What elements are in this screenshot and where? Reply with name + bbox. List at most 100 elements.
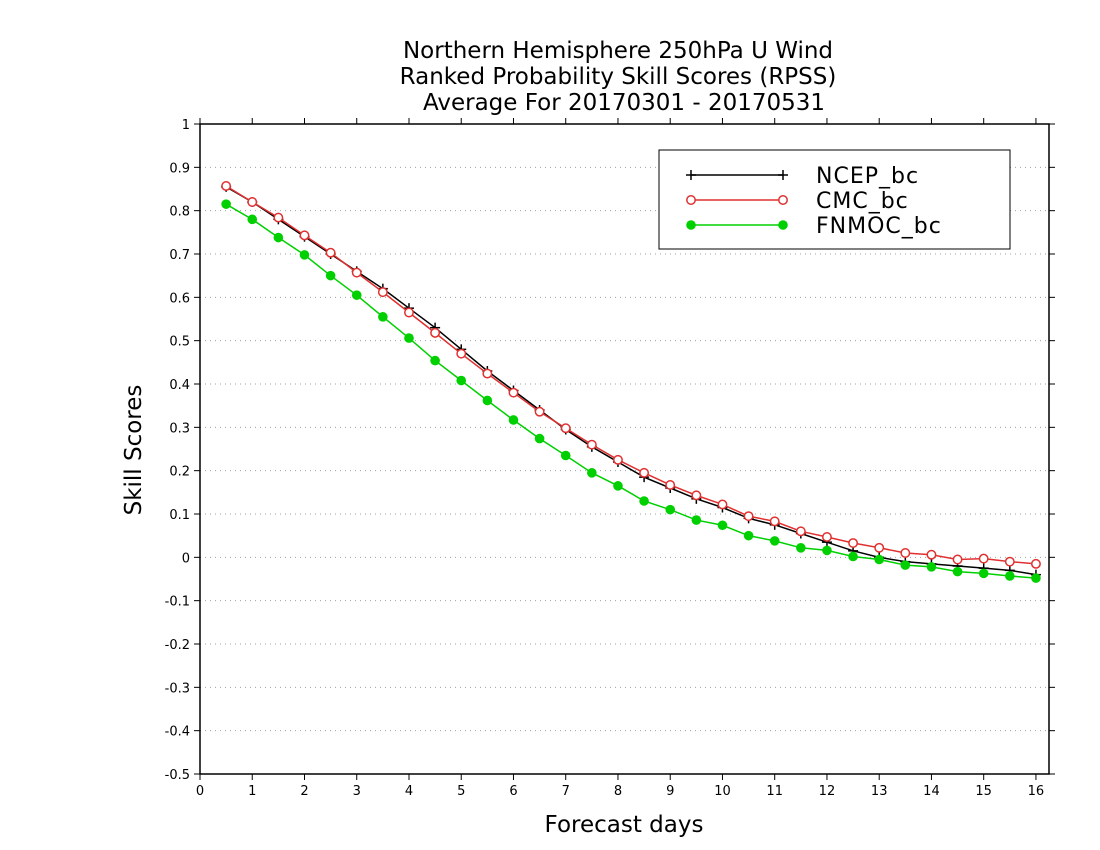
data-point-fnmoc-bc — [351, 290, 362, 300]
y-tick-label: 0.3 — [169, 421, 190, 436]
data-point-cmc-bc — [717, 499, 728, 510]
data-point-cmc-bc — [221, 181, 232, 191]
x-tick-label: 9 — [666, 784, 674, 799]
data-point-cmc-bc — [560, 423, 571, 434]
data-point-cmc-bc — [665, 480, 676, 490]
y-tick-label: 0 — [182, 551, 190, 566]
x-axis-ticks: 0 1 2 3 4 5 6 7 8 9 10 11 12 13 14 15 16 — [196, 118, 1044, 799]
legend-label: CMC_bc — [816, 189, 909, 214]
y-tick-label: 0.5 — [169, 335, 190, 350]
data-point-cmc-bc — [534, 406, 545, 417]
x-tick-label: 11 — [766, 784, 783, 799]
data-point-fnmoc-bc — [508, 415, 519, 425]
data-point-fnmoc-bc — [665, 504, 676, 515]
series-layer — [221, 181, 1041, 583]
data-point-cmc-bc — [769, 516, 780, 527]
x-tick-label: 0 — [196, 784, 204, 799]
data-point-cmc-bc — [743, 511, 754, 522]
data-point-fnmoc-bc — [587, 468, 597, 478]
data-point-fnmoc-bc — [404, 333, 414, 343]
data-point-cmc-bc — [822, 532, 832, 542]
data-point-fnmoc-bc — [796, 543, 806, 553]
data-point-cmc-bc — [508, 387, 519, 398]
data-point-fnmoc-bc — [221, 199, 231, 209]
legend-marker-end — [778, 195, 788, 205]
data-point-cmc-bc — [482, 368, 493, 379]
x-tick-label: 4 — [405, 784, 413, 799]
data-point-fnmoc-bc — [482, 395, 493, 406]
data-point-fnmoc-bc — [273, 232, 284, 243]
y-tick-label: 0.6 — [169, 291, 190, 306]
title-line-1: Northern Hemisphere 250hPa U Wind — [403, 38, 833, 64]
y-tick-label: 0.1 — [169, 508, 190, 523]
data-point-cmc-bc — [430, 327, 441, 338]
x-tick-label: 8 — [614, 784, 622, 799]
y-tick-label: 0.8 — [169, 205, 190, 220]
data-point-fnmoc-bc — [691, 515, 702, 525]
data-point-fnmoc-bc — [247, 214, 258, 225]
legend-marker-start — [686, 195, 696, 205]
series-line-fnmoc-bc — [225, 203, 1037, 579]
data-point-cmc-bc — [952, 554, 963, 565]
x-tick-label: 3 — [353, 784, 361, 799]
data-point-fnmoc-bc — [639, 496, 649, 506]
data-point-cmc-bc — [691, 490, 702, 501]
y-axis-ticks: -0.5 -0.4 -0.3 -0.2 -0.1 0 0.1 0.2 0.3 0.4 0.5 0.6 0… — [165, 118, 1055, 783]
data-point-fnmoc-bc — [874, 554, 884, 565]
data-point-cmc-bc — [273, 212, 284, 223]
data-point-fnmoc-bc — [534, 433, 545, 444]
legend-entry-cmc-bc: CMC_bc — [686, 189, 909, 214]
data-point-cmc-bc — [900, 548, 911, 558]
data-point-fnmoc-bc — [560, 450, 571, 461]
data-point-fnmoc-bc — [456, 375, 467, 386]
data-point-cmc-bc — [926, 549, 937, 560]
data-point-fnmoc-bc — [978, 568, 989, 579]
data-point-fnmoc-bc — [926, 562, 937, 572]
y-tick-label: 0.9 — [169, 161, 190, 176]
data-point-cmc-bc — [1004, 556, 1015, 567]
data-point-cmc-bc — [613, 454, 623, 465]
data-point-cmc-bc — [351, 267, 362, 278]
y-tick-label: 1 — [182, 118, 190, 133]
series-cmc-bc — [221, 181, 1041, 569]
y-tick-label: 0.2 — [169, 465, 190, 480]
data-point-cmc-bc — [456, 348, 467, 359]
legend-marker-start — [686, 170, 696, 180]
legend-marker-end — [778, 220, 788, 230]
data-point-cmc-bc — [586, 439, 597, 450]
data-point-cmc-bc — [1030, 558, 1041, 569]
data-point-fnmoc-bc — [378, 312, 388, 322]
data-point-fnmoc-bc — [822, 545, 832, 556]
x-tick-label: 16 — [1028, 784, 1045, 799]
title-line-3: Average For 20170301 - 20170531 — [423, 90, 825, 116]
y-tick-label: -0.5 — [165, 768, 190, 783]
data-point-cmc-bc — [404, 307, 414, 318]
x-tick-label: 14 — [923, 784, 940, 799]
y-tick-label: -0.1 — [165, 595, 190, 610]
y-tick-label: -0.2 — [165, 638, 190, 653]
data-point-fnmoc-bc — [848, 551, 858, 562]
data-point-cmc-bc — [299, 230, 310, 241]
series-fnmoc-bc — [221, 199, 1041, 583]
data-point-cmc-bc — [978, 553, 989, 564]
legend-entry-ncep-bc: NCEP_bc — [686, 164, 919, 189]
x-tick-label: 5 — [457, 784, 465, 799]
data-point-cmc-bc — [247, 197, 258, 207]
y-tick-label: 0.4 — [169, 378, 190, 393]
x-tick-label: 6 — [509, 784, 517, 799]
legend-label: FNMOC_bc — [816, 214, 942, 239]
legend-marker-end — [778, 170, 788, 180]
legend-label: NCEP_bc — [816, 164, 919, 189]
data-point-fnmoc-bc — [430, 355, 440, 366]
x-tick-label: 7 — [562, 784, 570, 799]
title-line-2: Ranked Probability Skill Scores (RPSS) — [400, 64, 837, 90]
data-point-fnmoc-bc — [769, 536, 780, 546]
x-tick-label: 10 — [714, 784, 731, 799]
data-point-cmc-bc — [848, 538, 859, 548]
x-axis-label: Forecast days — [545, 812, 704, 838]
x-tick-label: 2 — [300, 784, 308, 799]
y-tick-label: -0.4 — [165, 725, 190, 740]
data-point-cmc-bc — [874, 542, 885, 553]
data-point-fnmoc-bc — [743, 530, 754, 541]
data-point-fnmoc-bc — [1031, 573, 1041, 583]
